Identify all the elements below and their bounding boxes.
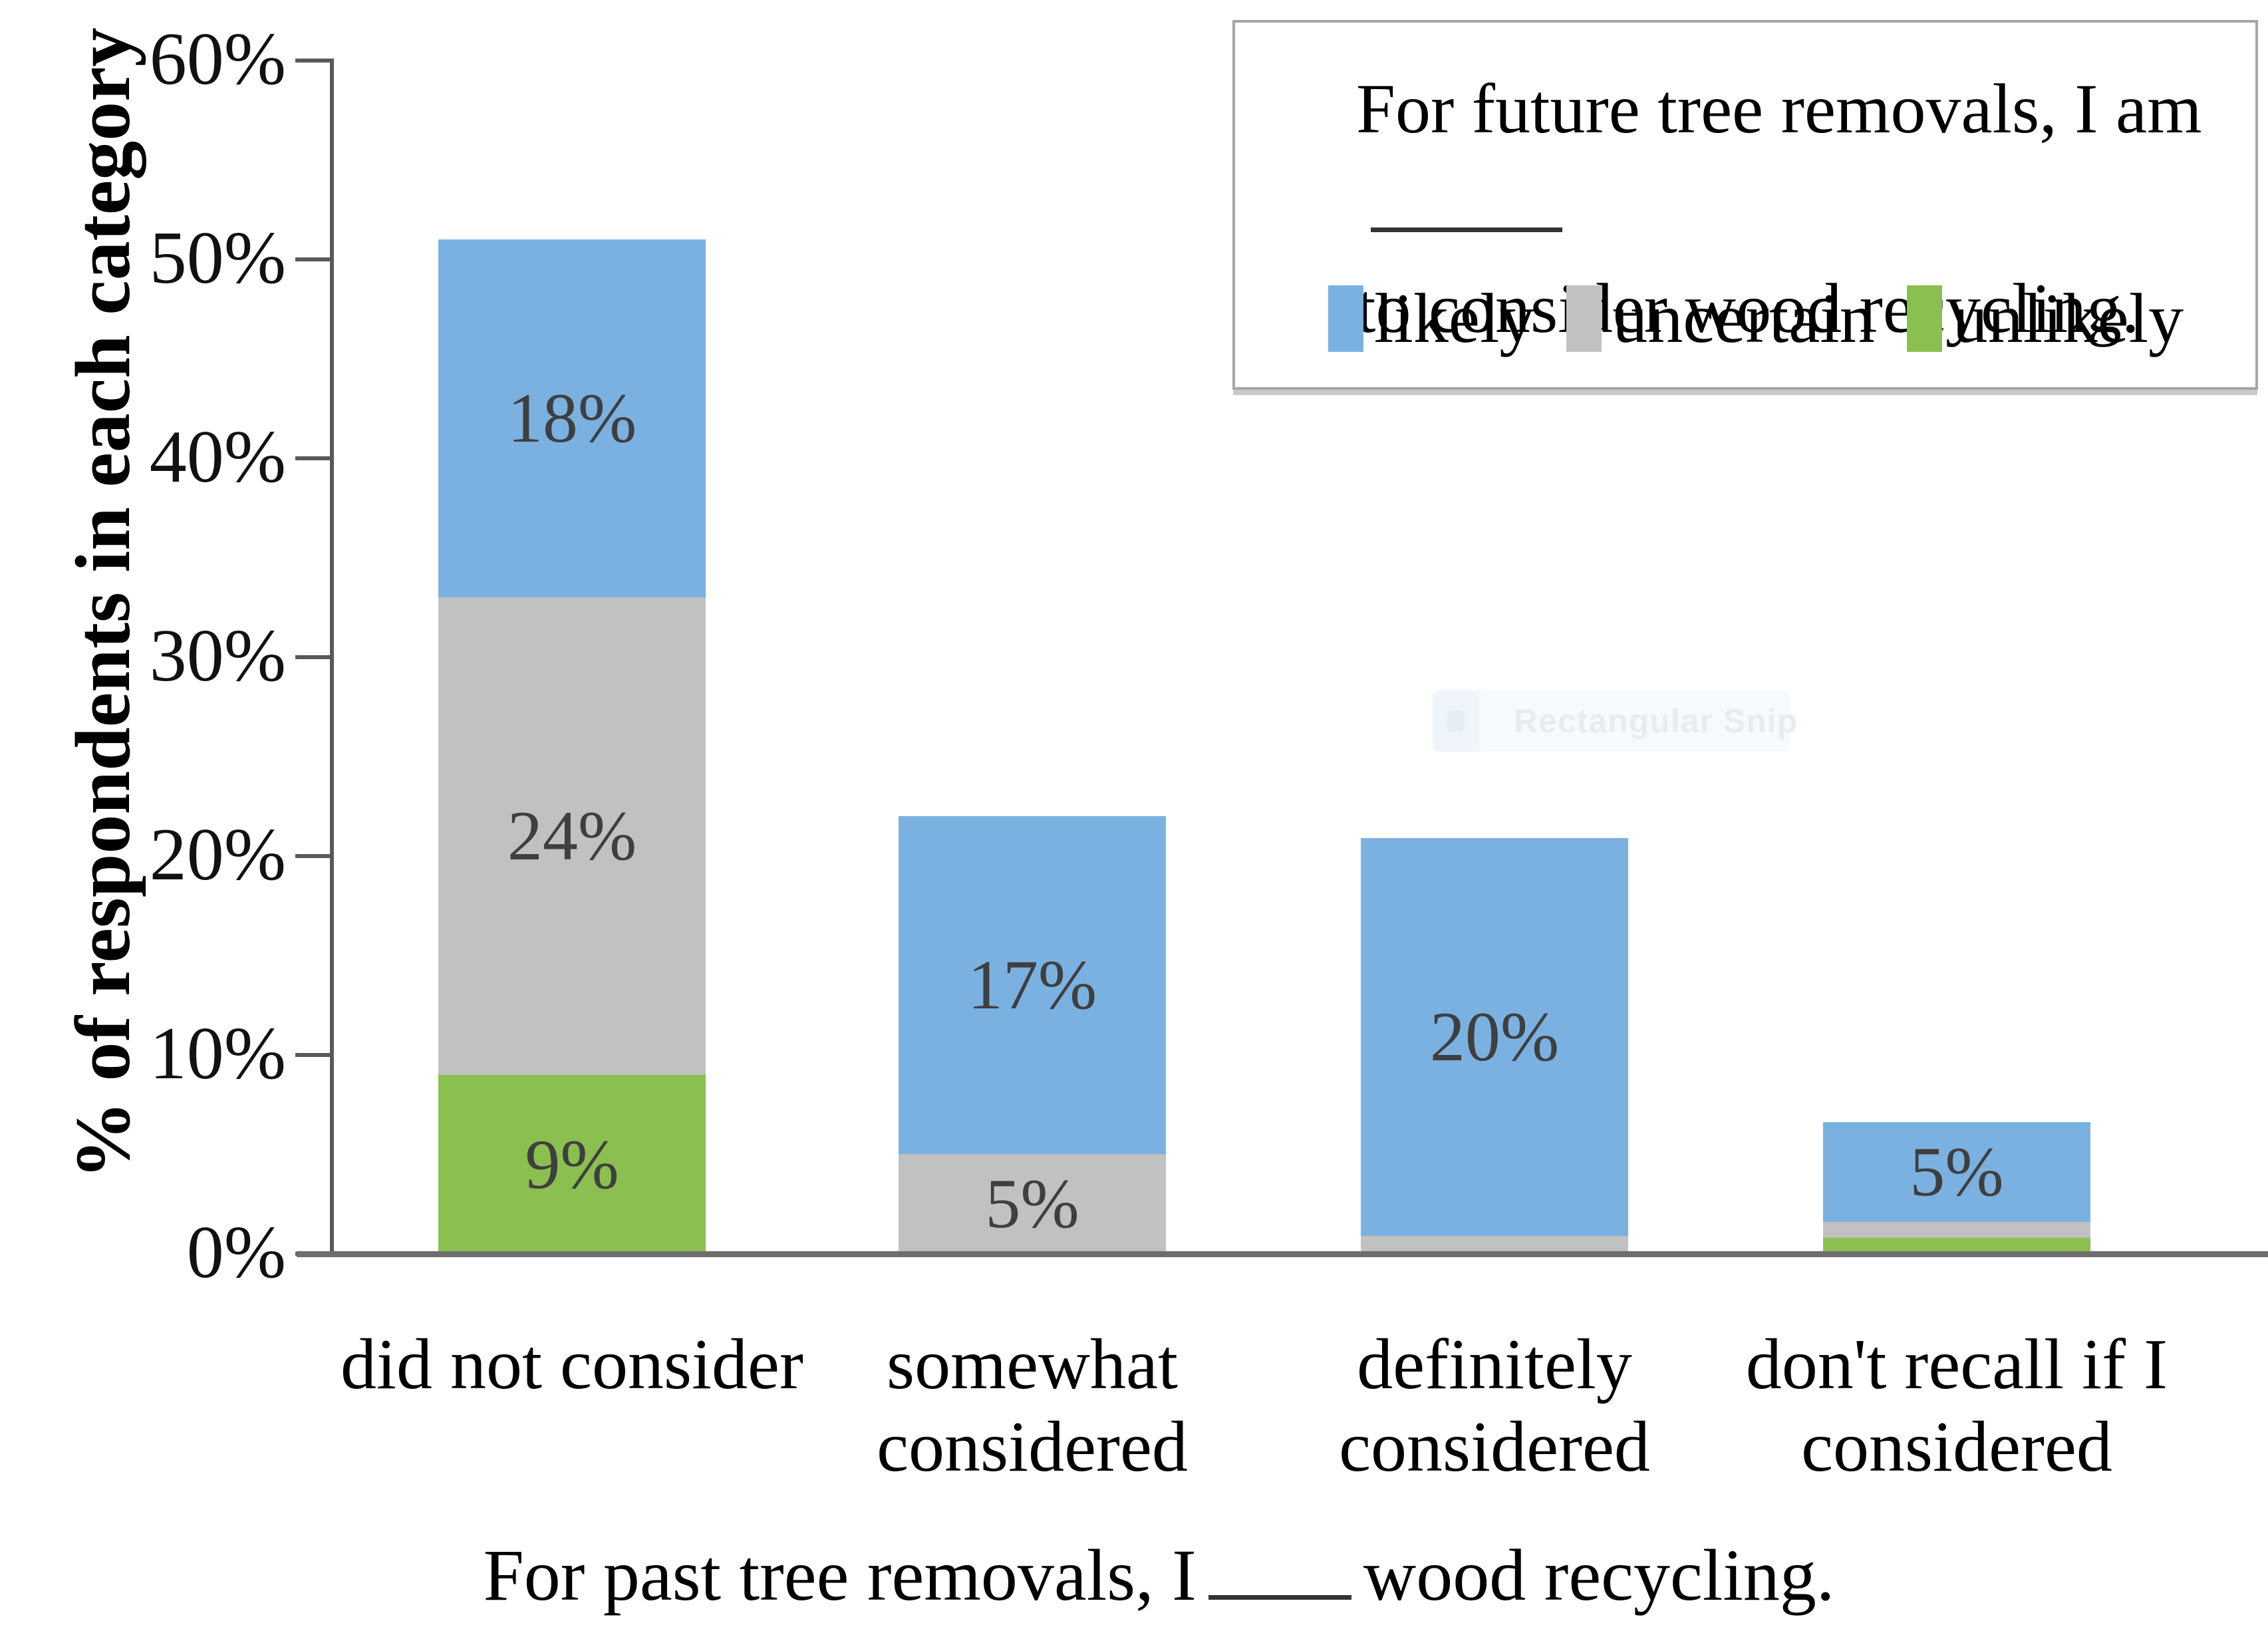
bar-value-label: 18% xyxy=(507,379,637,457)
y-tick-label: 0% xyxy=(186,1211,286,1294)
y-tick-mark xyxy=(295,59,333,63)
legend-title-line2: to consider wood recycling. xyxy=(1356,269,2140,347)
y-tick-label: 30% xyxy=(149,615,286,697)
bar-segment-uncertain: 5% xyxy=(899,1154,1166,1254)
bar-segment-likely: 20% xyxy=(1361,838,1628,1236)
bar-value-label: 24% xyxy=(507,797,637,875)
legend-title-line1: For future tree removals, I am xyxy=(1356,70,2202,148)
legend-box: For future tree removals, I am to consid… xyxy=(1232,20,2258,390)
bar-value-label: 17% xyxy=(967,946,1097,1024)
y-tick-label: 40% xyxy=(149,416,286,498)
x-category-label: definitely considered xyxy=(1339,1325,1650,1487)
y-tick-mark xyxy=(295,655,333,659)
bar-segment-uncertain xyxy=(1361,1236,1628,1254)
x-axis-title: For past tree removals, I wood recycling. xyxy=(50,1533,2268,1618)
legend-item-label: unlikely xyxy=(1952,279,2184,357)
bar-value-label: 9% xyxy=(525,1125,619,1203)
x-axis-title-before: For past tree removals, I xyxy=(483,1535,1197,1616)
bar-segment-likely: 18% xyxy=(438,239,706,597)
y-tick-label: 50% xyxy=(149,217,286,299)
legend-item-label: likely xyxy=(1374,279,1535,357)
y-tick-mark xyxy=(295,854,333,858)
legend-title: For future tree removals, I am to consid… xyxy=(1356,59,2229,359)
x-axis-blank-underline xyxy=(1208,1595,1351,1600)
y-tick-label: 60% xyxy=(149,18,286,100)
legend-blank-underline xyxy=(1371,227,1562,232)
legend-item-uncertain: uncertain xyxy=(1566,279,1875,357)
bar-value-label: 5% xyxy=(985,1165,1079,1243)
bar-value-label: 5% xyxy=(1910,1133,2004,1211)
bar-value-label: 20% xyxy=(1429,998,1560,1076)
x-category-label: did not consider xyxy=(341,1325,803,1404)
snip-tooltip-text: Rectangular Snip xyxy=(1514,702,1798,740)
rectangular-snip-icon xyxy=(1433,690,1479,752)
legend-swatch-unlikely xyxy=(1906,285,1942,352)
bar-segment-likely: 5% xyxy=(1823,1122,2090,1222)
bar-segment-uncertain: 24% xyxy=(438,597,706,1075)
legend-items: likely uncertain unlikely xyxy=(1328,283,2184,354)
x-category-label: somewhat considered xyxy=(877,1325,1188,1487)
y-tick-mark xyxy=(295,1053,333,1057)
y-tick-label: 10% xyxy=(149,1012,286,1095)
legend-swatch-likely xyxy=(1328,285,1363,352)
bar-segment-likely: 17% xyxy=(899,816,1166,1154)
y-tick-mark xyxy=(295,456,333,460)
bar-segment-uncertain xyxy=(1823,1222,2090,1238)
legend-item-likely: likely xyxy=(1328,283,1534,354)
legend-swatch-uncertain xyxy=(1566,285,1602,352)
x-axis-title-after: wood recycling. xyxy=(1363,1535,1835,1616)
y-tick-label: 20% xyxy=(149,814,286,896)
legend-item-label: uncertain xyxy=(1612,279,1875,357)
y-tick-mark xyxy=(295,257,333,261)
bar-segment-unlikely: 9% xyxy=(438,1075,706,1254)
x-axis-line xyxy=(297,1251,2268,1257)
legend-item-unlikely: unlikely xyxy=(1906,279,2184,357)
snip-tooltip-ghost: Rectangular Snip xyxy=(1433,690,1797,752)
